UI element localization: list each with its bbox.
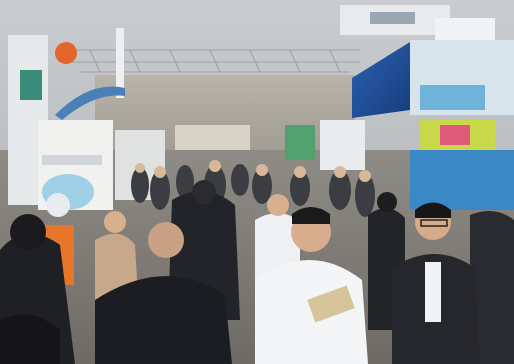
woman-head [377, 192, 397, 212]
blue-booth [410, 150, 514, 210]
green-sign [285, 125, 315, 160]
booth-graphic [420, 85, 485, 110]
woman-face [104, 211, 126, 233]
left-sign [20, 70, 42, 100]
background-faces [135, 160, 371, 182]
right-man-hair [415, 202, 451, 218]
bottom-left-shadow [0, 314, 60, 364]
foreground-man-hair [292, 207, 330, 224]
light-box [435, 18, 495, 40]
blue-sign [352, 42, 410, 118]
booth-banner [42, 155, 102, 165]
tablet [307, 285, 355, 323]
orange-lantern [55, 42, 77, 64]
bald-man-suit [95, 276, 232, 364]
right-man-glasses [420, 219, 448, 227]
white-helmet [46, 193, 70, 217]
background-crowd [131, 164, 375, 217]
white-shirt-face [267, 194, 289, 216]
left-foreground-head [10, 214, 46, 250]
pink-panel [440, 125, 470, 145]
blue-arch [55, 86, 125, 120]
sign-post [116, 28, 124, 98]
bald-man-head [148, 222, 184, 258]
suit-man-head [192, 180, 216, 204]
hanging-sign-logo [370, 12, 415, 24]
right-edge-person [470, 211, 514, 364]
foreground-man-shirt [255, 260, 368, 364]
right-man-shirt [425, 262, 441, 322]
booth-wall [320, 120, 365, 170]
